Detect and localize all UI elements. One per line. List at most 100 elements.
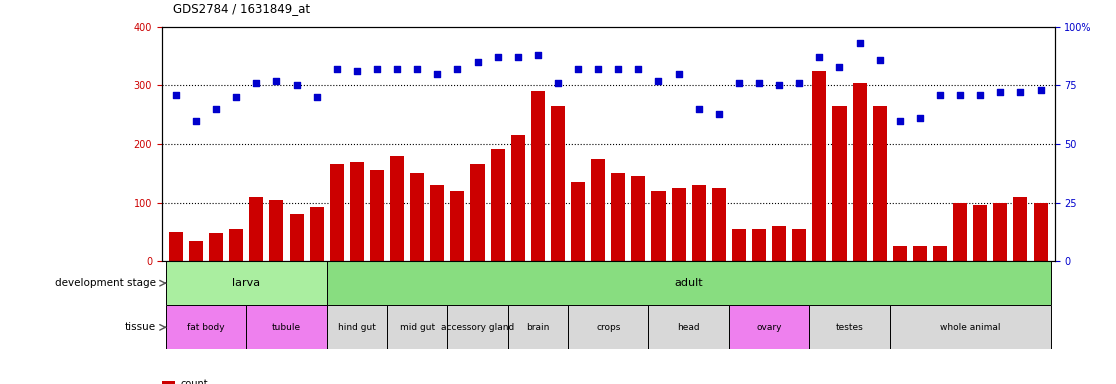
Bar: [491, 149, 504, 261]
Bar: [889, 305, 1050, 349]
Bar: [913, 247, 927, 261]
Text: fat body: fat body: [187, 323, 224, 332]
Bar: [712, 188, 725, 261]
Bar: [792, 229, 806, 261]
Point: [288, 83, 306, 89]
Point: [730, 80, 748, 86]
Bar: [451, 191, 464, 261]
Bar: [893, 247, 907, 261]
Text: GDS2784 / 1631849_at: GDS2784 / 1631849_at: [173, 2, 310, 15]
Bar: [327, 261, 1050, 305]
Point: [830, 64, 848, 70]
Bar: [732, 229, 745, 261]
Point: [1031, 87, 1049, 93]
Point: [589, 66, 607, 72]
Bar: [448, 305, 508, 349]
Bar: [531, 91, 545, 261]
Point: [891, 118, 908, 124]
Point: [569, 66, 587, 72]
Bar: [329, 164, 344, 261]
Point: [469, 59, 487, 65]
Bar: [692, 185, 705, 261]
Bar: [166, 305, 247, 349]
Point: [388, 66, 406, 72]
Point: [911, 115, 929, 121]
Bar: [652, 191, 665, 261]
Text: adult: adult: [674, 278, 703, 288]
Text: hind gut: hind gut: [338, 323, 376, 332]
Bar: [591, 159, 605, 261]
Point: [609, 66, 627, 72]
Bar: [229, 229, 243, 261]
Point: [509, 54, 527, 60]
Text: larva: larva: [232, 278, 260, 288]
Point: [931, 92, 949, 98]
Bar: [411, 173, 424, 261]
Text: whole animal: whole animal: [940, 323, 1000, 332]
Point: [670, 71, 687, 77]
Text: tubule: tubule: [272, 323, 301, 332]
Bar: [511, 135, 525, 261]
Bar: [431, 185, 444, 261]
Bar: [369, 170, 384, 261]
Bar: [953, 203, 968, 261]
Bar: [772, 226, 786, 261]
Bar: [209, 233, 223, 261]
Bar: [612, 173, 625, 261]
Point: [951, 92, 969, 98]
Bar: [309, 207, 324, 261]
Bar: [812, 71, 826, 261]
Bar: [387, 305, 448, 349]
Text: ovary: ovary: [757, 323, 782, 332]
Text: head: head: [677, 323, 700, 332]
Bar: [568, 305, 648, 349]
Point: [971, 92, 989, 98]
Bar: [551, 106, 565, 261]
Point: [167, 92, 185, 98]
Bar: [1033, 203, 1048, 261]
Point: [810, 54, 828, 60]
Point: [268, 78, 286, 84]
Point: [208, 106, 225, 112]
Point: [650, 78, 667, 84]
Bar: [973, 205, 988, 261]
Bar: [993, 203, 1008, 261]
Point: [770, 83, 788, 89]
Point: [1011, 89, 1029, 96]
Bar: [269, 200, 283, 261]
Bar: [632, 176, 645, 261]
Text: tissue: tissue: [125, 322, 156, 333]
Point: [429, 71, 446, 77]
Bar: [672, 188, 685, 261]
Bar: [571, 182, 585, 261]
Point: [850, 40, 868, 46]
Point: [228, 94, 246, 100]
Bar: [327, 305, 387, 349]
Text: development stage: development stage: [55, 278, 156, 288]
Bar: [169, 232, 183, 261]
Bar: [391, 156, 404, 261]
Point: [187, 118, 205, 124]
Point: [489, 54, 507, 60]
Bar: [873, 106, 887, 261]
Bar: [249, 197, 263, 261]
Bar: [648, 305, 729, 349]
Bar: [809, 305, 889, 349]
Point: [690, 106, 708, 112]
Bar: [1013, 197, 1028, 261]
Point: [750, 80, 768, 86]
Text: count: count: [181, 379, 209, 384]
Point: [308, 94, 326, 100]
Point: [629, 66, 647, 72]
Point: [449, 66, 466, 72]
Bar: [853, 83, 867, 261]
Point: [328, 66, 346, 72]
Text: crops: crops: [596, 323, 620, 332]
Bar: [471, 164, 484, 261]
Bar: [933, 247, 947, 261]
Bar: [166, 261, 327, 305]
Point: [549, 80, 567, 86]
Point: [248, 80, 266, 86]
Bar: [247, 305, 327, 349]
Point: [348, 68, 366, 74]
